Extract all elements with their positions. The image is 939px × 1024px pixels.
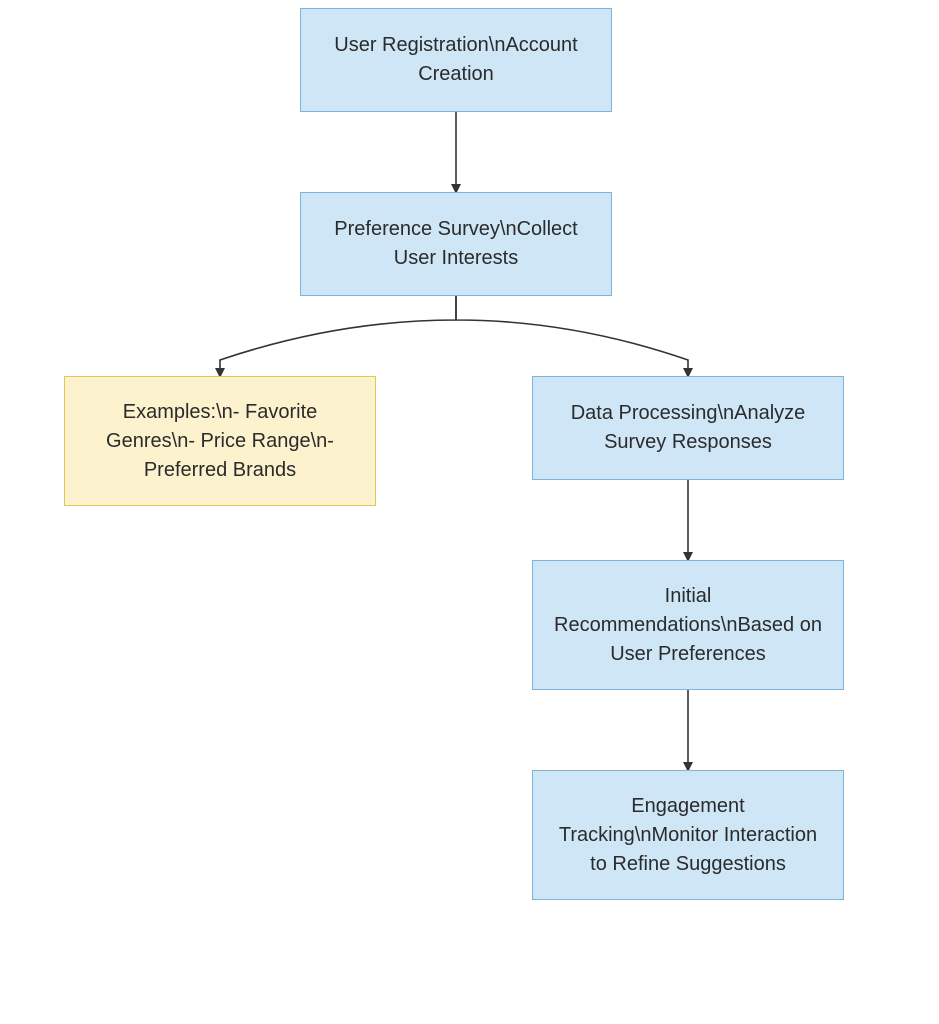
node-label: Data Processing\nAnalyze Survey Response… (551, 399, 825, 457)
node-label: Examples:\n- Favorite Genres\n- Price Ra… (83, 398, 357, 485)
edge-n2-n4 (456, 296, 688, 376)
node-initial-recommendations: Initial Recommendations\nBased on User P… (532, 560, 844, 690)
node-user-registration: User Registration\nAccount Creation (300, 8, 612, 112)
node-data-processing: Data Processing\nAnalyze Survey Response… (532, 376, 844, 480)
node-examples: Examples:\n- Favorite Genres\n- Price Ra… (64, 376, 376, 506)
node-label: User Registration\nAccount Creation (319, 31, 593, 89)
node-label: Engagement Tracking\nMonitor Interaction… (551, 792, 825, 879)
node-label: Initial Recommendations\nBased on User P… (551, 582, 825, 669)
node-label: Preference Survey\nCollect User Interest… (319, 215, 593, 273)
flowchart-canvas: User Registration\nAccount Creation Pref… (0, 0, 939, 1024)
edge-n2-n3 (220, 296, 456, 376)
node-preference-survey: Preference Survey\nCollect User Interest… (300, 192, 612, 296)
node-engagement-tracking: Engagement Tracking\nMonitor Interaction… (532, 770, 844, 900)
